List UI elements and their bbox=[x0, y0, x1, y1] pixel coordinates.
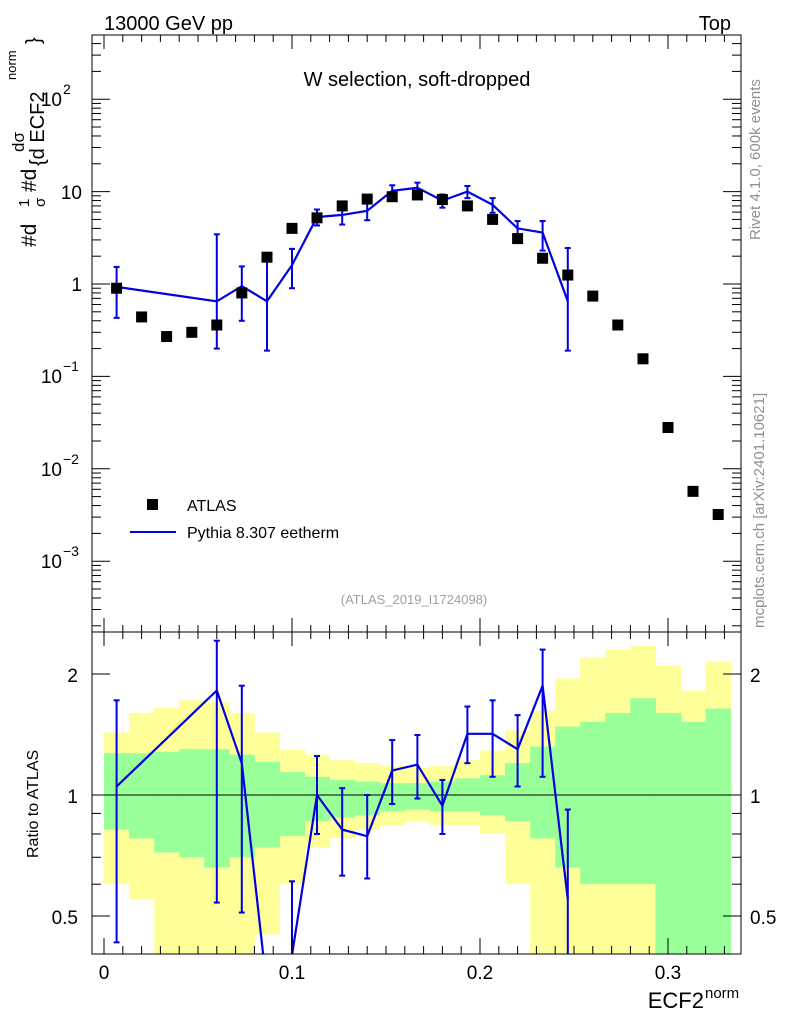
ylabel-part-brace: } bbox=[23, 37, 45, 44]
band-1sigma-bin bbox=[630, 698, 656, 885]
ratio-pythia-line bbox=[115, 685, 569, 954]
atlas-point bbox=[361, 193, 373, 205]
band-1sigma-bin bbox=[179, 749, 205, 858]
ytick-1e-2-exp: −2 bbox=[63, 451, 79, 467]
atlas-point bbox=[487, 213, 499, 225]
side-source-label: mcplots.cern.ch [arXiv:2401.10621] bbox=[751, 393, 768, 628]
legend-atlas-marker bbox=[147, 499, 158, 510]
band-1sigma-bin bbox=[254, 761, 280, 848]
ratio-ticks bbox=[92, 632, 741, 954]
legend-pythia-label: Pythia 8.307 eetherm bbox=[187, 525, 339, 542]
atlas-point bbox=[411, 189, 423, 201]
xtick-0.3: 0.3 bbox=[655, 963, 681, 984]
band-1sigma-bin bbox=[129, 753, 155, 839]
band-1sigma-bin bbox=[580, 721, 606, 885]
atlas-point bbox=[637, 353, 649, 365]
ylabel-part-1: 1 bbox=[16, 199, 33, 207]
ytick-1e-1-exp: −1 bbox=[63, 358, 79, 374]
atlas-point bbox=[512, 233, 524, 245]
atlas-point bbox=[612, 319, 624, 331]
ytick-1e-2-base: 10 bbox=[41, 460, 62, 481]
atlas-point bbox=[261, 251, 273, 263]
atlas-point bbox=[286, 222, 298, 234]
main-ticks bbox=[92, 35, 741, 632]
atlas-point bbox=[186, 326, 198, 338]
band-1sigma-bin bbox=[154, 751, 180, 853]
main-panel: W selection, soft-dropped (ATLAS_2019_I1… bbox=[4, 34, 742, 633]
band-1sigma-bin bbox=[655, 712, 682, 954]
ylabel-part-ecf2: {d ECF2 bbox=[27, 92, 49, 166]
ytick-1: 1 bbox=[71, 275, 82, 296]
atlas-point bbox=[136, 311, 148, 323]
band-1sigma-bin bbox=[680, 721, 707, 954]
ratio-ylabel: Ratio to ATLAS bbox=[25, 750, 42, 858]
ratio-panel: 0.5 1 2 0.5 1 2 Ratio to ATLAS bbox=[25, 631, 776, 955]
side-generator-label: Rivet 4.1.0, 600k events bbox=[747, 79, 764, 240]
ratio-data bbox=[113, 639, 571, 954]
ratio-ytick-2-left: 2 bbox=[67, 666, 78, 687]
atlas-point bbox=[311, 212, 323, 224]
ylabel-part-norm: norm bbox=[4, 50, 19, 80]
pythia-line bbox=[116, 186, 569, 303]
atlas-point bbox=[386, 191, 398, 203]
xtick-0.1: 0.1 bbox=[279, 963, 305, 984]
xtick-0.2: 0.2 bbox=[467, 963, 493, 984]
ylabel-part-d2: #d bbox=[18, 169, 41, 192]
ratio-frame bbox=[91, 631, 742, 955]
band-1sigma-bin bbox=[279, 772, 306, 837]
ylabel-part-d1: #d bbox=[18, 224, 41, 247]
atlas-point bbox=[662, 421, 674, 433]
legend-atlas-label: ATLAS bbox=[187, 498, 237, 515]
ratio-ytick-0.5-right: 0.5 bbox=[750, 908, 776, 929]
atlas-point bbox=[211, 319, 223, 331]
ratio-ytick-1-left: 1 bbox=[67, 787, 78, 808]
process-label: Top bbox=[699, 13, 731, 35]
xtick-0: 0 bbox=[99, 963, 110, 984]
main-data bbox=[111, 181, 724, 521]
xlabel: ECF2 bbox=[648, 988, 704, 1013]
band-1sigma-bin bbox=[705, 708, 732, 954]
ytick-1e-3-base: 10 bbox=[41, 552, 62, 573]
atlas-point bbox=[436, 194, 448, 206]
ylabel-part-sigma: σ bbox=[32, 197, 49, 207]
atlas-point bbox=[336, 200, 348, 212]
energy-label: 13000 GeV pp bbox=[104, 13, 233, 35]
atlas-point bbox=[111, 282, 123, 294]
ratio-ytick-2-right: 2 bbox=[750, 666, 761, 687]
atlas-point bbox=[236, 287, 248, 299]
legend: ATLAS Pythia 8.307 eetherm bbox=[130, 498, 339, 542]
ratio-ytick-0.5-left: 0.5 bbox=[52, 908, 78, 929]
atlas-point bbox=[537, 252, 549, 264]
main-ylabel: #d 1 σ #d dσ {d ECF2 norm } bbox=[4, 37, 49, 247]
xlabel-sup: norm bbox=[705, 985, 739, 1002]
ratio-bands bbox=[104, 645, 732, 954]
atlas-point bbox=[461, 200, 473, 212]
atlas-point bbox=[687, 485, 699, 497]
ylabel-part-dsigma: dσ bbox=[9, 132, 28, 152]
ytick-10: 10 bbox=[61, 183, 82, 204]
ratio-series bbox=[113, 639, 571, 954]
ytick-1e-3-exp: −3 bbox=[63, 543, 79, 559]
ratio-ytick-1-right: 1 bbox=[750, 787, 761, 808]
ytick-1e-1-base: 10 bbox=[41, 367, 62, 388]
band-1sigma-bin bbox=[605, 712, 631, 885]
atlas-point bbox=[587, 290, 599, 302]
atlas-point bbox=[161, 331, 173, 343]
main-title: W selection, soft-dropped bbox=[304, 69, 531, 91]
atlas-point bbox=[712, 509, 724, 521]
ytick-100-base: 10 bbox=[41, 90, 62, 111]
atlas-point bbox=[562, 269, 574, 281]
ytick-100-exp: 2 bbox=[63, 81, 71, 97]
analysis-tag: (ATLAS_2019_I1724098) bbox=[341, 592, 487, 607]
